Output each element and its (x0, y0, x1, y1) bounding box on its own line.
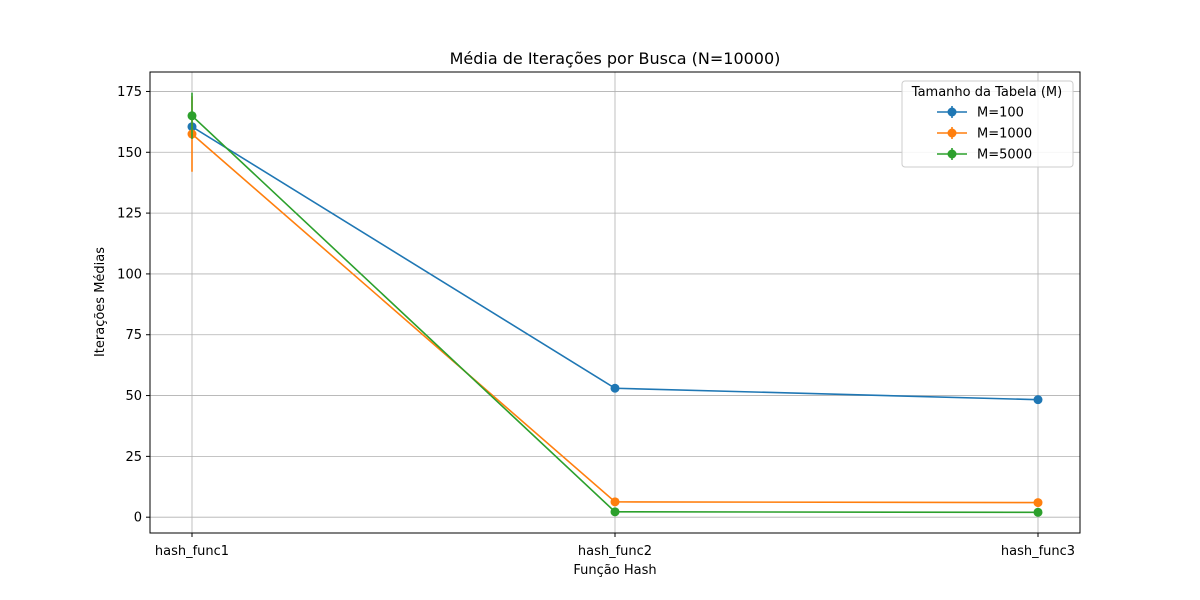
data-point (610, 383, 620, 393)
legend-label: M=100 (977, 106, 1024, 121)
y-tick-label: 0 (134, 511, 142, 526)
legend-title: Tamanho da Tabela (M) (911, 85, 1062, 100)
x-tick-label: hash_func1 (155, 544, 229, 559)
legend-marker (947, 107, 957, 117)
series-m-5000 (187, 92, 1043, 517)
data-point (187, 111, 197, 121)
y-tick-label: 75 (125, 328, 142, 343)
legend-item: M=100 (937, 106, 1024, 121)
legend-items: M=100 M=1000 M=5000 (937, 106, 1032, 163)
chart-title: Média de Iterações por Busca (N=10000) (450, 49, 781, 68)
legend-label: M=5000 (977, 148, 1032, 163)
axes: hash_func1 hash_func2 hash_func3 0 25 50 75 100… (117, 85, 1075, 559)
legend-marker (947, 149, 957, 159)
y-tick-label: 150 (117, 146, 142, 161)
data-point (610, 507, 620, 517)
data-point (1033, 395, 1043, 405)
data-point (1033, 507, 1043, 517)
legend-item: M=5000 (937, 148, 1032, 163)
y-tick-label: 175 (117, 85, 142, 100)
y-tick-label: 50 (125, 389, 142, 404)
legend: Tamanho da Tabela (M) M=100 M=1000 M=5000 (901, 80, 1074, 168)
legend-marker (947, 128, 957, 138)
legend-label: M=1000 (977, 127, 1032, 142)
y-axis-label: Iterações Médias (93, 247, 108, 357)
series-layer (187, 92, 1043, 517)
x-tick-label: hash_func3 (1001, 544, 1075, 559)
legend-item: M=1000 (937, 127, 1032, 142)
y-tick-label: 100 (117, 267, 142, 282)
x-axis-label: Função Hash (573, 563, 656, 578)
y-tick-label: 25 (125, 450, 142, 465)
data-point (1033, 498, 1043, 508)
x-tick-label: hash_func2 (578, 544, 652, 559)
y-tick-label: 125 (117, 207, 142, 222)
legend-frame (901, 80, 1074, 168)
data-point (610, 497, 620, 507)
